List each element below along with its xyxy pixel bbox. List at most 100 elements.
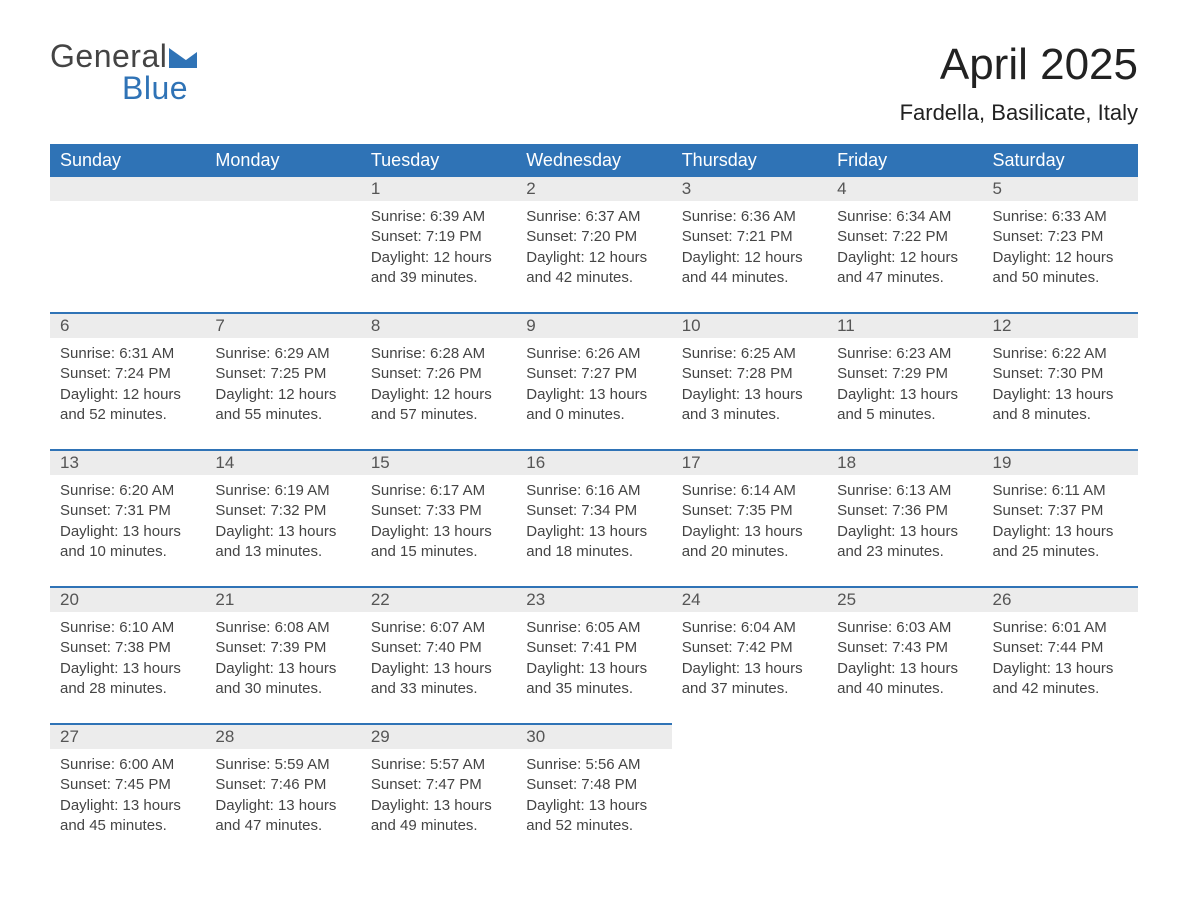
- daylight-text: Daylight: 13 hours and 37 minutes.: [682, 659, 817, 700]
- sunset-text: Sunset: 7:32 PM: [215, 501, 350, 521]
- day-detail-cell: Sunrise: 6:26 AMSunset: 7:27 PMDaylight:…: [516, 338, 671, 450]
- day-number-cell: [205, 177, 360, 201]
- day-number-cell: 1: [361, 177, 516, 201]
- sunrise-text: Sunrise: 6:10 AM: [60, 618, 195, 638]
- day-number-cell: 11: [827, 313, 982, 338]
- day-number-cell: 18: [827, 450, 982, 475]
- day-number-cell: 22: [361, 587, 516, 612]
- day-header: Thursday: [672, 144, 827, 177]
- day-detail-cell: Sunrise: 6:00 AMSunset: 7:45 PMDaylight:…: [50, 749, 205, 860]
- day-number-cell: 21: [205, 587, 360, 612]
- day-detail-cell: Sunrise: 6:23 AMSunset: 7:29 PMDaylight:…: [827, 338, 982, 450]
- day-detail-cell: [983, 749, 1138, 860]
- daylight-text: Daylight: 13 hours and 33 minutes.: [371, 659, 506, 700]
- day-detail-cell: Sunrise: 6:20 AMSunset: 7:31 PMDaylight:…: [50, 475, 205, 587]
- sunrise-text: Sunrise: 6:28 AM: [371, 344, 506, 364]
- day-detail-cell: Sunrise: 5:56 AMSunset: 7:48 PMDaylight:…: [516, 749, 671, 860]
- logo-text-blue: Blue: [122, 72, 197, 104]
- day-detail-cell: Sunrise: 5:57 AMSunset: 7:47 PMDaylight:…: [361, 749, 516, 860]
- sunset-text: Sunset: 7:37 PM: [993, 501, 1128, 521]
- day-number-cell: 6: [50, 313, 205, 338]
- daylight-text: Daylight: 13 hours and 52 minutes.: [526, 796, 661, 837]
- logo: General Blue: [50, 40, 197, 104]
- day-detail-cell: Sunrise: 6:39 AMSunset: 7:19 PMDaylight:…: [361, 201, 516, 313]
- day-number-row: 12345: [50, 177, 1138, 201]
- sunset-text: Sunset: 7:23 PM: [993, 227, 1128, 247]
- day-number-cell: 7: [205, 313, 360, 338]
- day-detail-cell: Sunrise: 6:25 AMSunset: 7:28 PMDaylight:…: [672, 338, 827, 450]
- sunrise-text: Sunrise: 6:34 AM: [837, 207, 972, 227]
- sunset-text: Sunset: 7:45 PM: [60, 775, 195, 795]
- daylight-text: Daylight: 13 hours and 40 minutes.: [837, 659, 972, 700]
- sunset-text: Sunset: 7:30 PM: [993, 364, 1128, 384]
- daylight-text: Daylight: 13 hours and 28 minutes.: [60, 659, 195, 700]
- sunset-text: Sunset: 7:29 PM: [837, 364, 972, 384]
- day-detail-cell: Sunrise: 6:34 AMSunset: 7:22 PMDaylight:…: [827, 201, 982, 313]
- day-number-cell: 12: [983, 313, 1138, 338]
- sunrise-text: Sunrise: 6:25 AM: [682, 344, 817, 364]
- daylight-text: Daylight: 12 hours and 39 minutes.: [371, 248, 506, 289]
- day-detail-cell: Sunrise: 6:03 AMSunset: 7:43 PMDaylight:…: [827, 612, 982, 724]
- sunset-text: Sunset: 7:38 PM: [60, 638, 195, 658]
- sunset-text: Sunset: 7:36 PM: [837, 501, 972, 521]
- calendar-table: SundayMondayTuesdayWednesdayThursdayFrid…: [50, 144, 1138, 860]
- daylight-text: Daylight: 12 hours and 50 minutes.: [993, 248, 1128, 289]
- sunset-text: Sunset: 7:40 PM: [371, 638, 506, 658]
- day-number-cell: 14: [205, 450, 360, 475]
- day-number-row: 6789101112: [50, 313, 1138, 338]
- sunrise-text: Sunrise: 6:33 AM: [993, 207, 1128, 227]
- sunrise-text: Sunrise: 5:59 AM: [215, 755, 350, 775]
- day-detail-cell: Sunrise: 6:19 AMSunset: 7:32 PMDaylight:…: [205, 475, 360, 587]
- day-number-cell: [672, 724, 827, 749]
- sunrise-text: Sunrise: 6:19 AM: [215, 481, 350, 501]
- day-header: Tuesday: [361, 144, 516, 177]
- day-number-row: 13141516171819: [50, 450, 1138, 475]
- month-title: April 2025: [900, 40, 1138, 90]
- day-header: Sunday: [50, 144, 205, 177]
- daylight-text: Daylight: 13 hours and 0 minutes.: [526, 385, 661, 426]
- sunset-text: Sunset: 7:21 PM: [682, 227, 817, 247]
- sunrise-text: Sunrise: 6:16 AM: [526, 481, 661, 501]
- location-subtitle: Fardella, Basilicate, Italy: [900, 100, 1138, 126]
- sunset-text: Sunset: 7:19 PM: [371, 227, 506, 247]
- daylight-text: Daylight: 12 hours and 47 minutes.: [837, 248, 972, 289]
- sunrise-text: Sunrise: 6:22 AM: [993, 344, 1128, 364]
- day-detail-cell: Sunrise: 6:33 AMSunset: 7:23 PMDaylight:…: [983, 201, 1138, 313]
- day-detail-cell: Sunrise: 6:36 AMSunset: 7:21 PMDaylight:…: [672, 201, 827, 313]
- sunset-text: Sunset: 7:33 PM: [371, 501, 506, 521]
- day-number-cell: 16: [516, 450, 671, 475]
- day-detail-cell: Sunrise: 6:17 AMSunset: 7:33 PMDaylight:…: [361, 475, 516, 587]
- sunset-text: Sunset: 7:42 PM: [682, 638, 817, 658]
- day-number-cell: 29: [361, 724, 516, 749]
- day-detail-row: Sunrise: 6:20 AMSunset: 7:31 PMDaylight:…: [50, 475, 1138, 587]
- day-number-cell: 3: [672, 177, 827, 201]
- day-detail-cell: Sunrise: 6:07 AMSunset: 7:40 PMDaylight:…: [361, 612, 516, 724]
- day-header: Friday: [827, 144, 982, 177]
- daylight-text: Daylight: 13 hours and 8 minutes.: [993, 385, 1128, 426]
- sunset-text: Sunset: 7:31 PM: [60, 501, 195, 521]
- sunrise-text: Sunrise: 6:23 AM: [837, 344, 972, 364]
- sunset-text: Sunset: 7:47 PM: [371, 775, 506, 795]
- daylight-text: Daylight: 13 hours and 23 minutes.: [837, 522, 972, 563]
- day-header-row: SundayMondayTuesdayWednesdayThursdayFrid…: [50, 144, 1138, 177]
- daylight-text: Daylight: 13 hours and 45 minutes.: [60, 796, 195, 837]
- day-header: Wednesday: [516, 144, 671, 177]
- sunset-text: Sunset: 7:44 PM: [993, 638, 1128, 658]
- day-number-cell: 30: [516, 724, 671, 749]
- sunrise-text: Sunrise: 6:36 AM: [682, 207, 817, 227]
- day-detail-cell: Sunrise: 6:10 AMSunset: 7:38 PMDaylight:…: [50, 612, 205, 724]
- daylight-text: Daylight: 12 hours and 42 minutes.: [526, 248, 661, 289]
- day-number-cell: 15: [361, 450, 516, 475]
- day-number-cell: 10: [672, 313, 827, 338]
- daylight-text: Daylight: 12 hours and 57 minutes.: [371, 385, 506, 426]
- sunrise-text: Sunrise: 6:07 AM: [371, 618, 506, 638]
- day-number-cell: [827, 724, 982, 749]
- sunrise-text: Sunrise: 6:13 AM: [837, 481, 972, 501]
- header: General Blue April 2025 Fardella, Basili…: [50, 40, 1138, 126]
- day-number-cell: 26: [983, 587, 1138, 612]
- day-number-cell: 9: [516, 313, 671, 338]
- daylight-text: Daylight: 13 hours and 30 minutes.: [215, 659, 350, 700]
- day-detail-cell: Sunrise: 6:04 AMSunset: 7:42 PMDaylight:…: [672, 612, 827, 724]
- logo-text-general: General: [50, 40, 167, 72]
- day-detail-cell: Sunrise: 6:01 AMSunset: 7:44 PMDaylight:…: [983, 612, 1138, 724]
